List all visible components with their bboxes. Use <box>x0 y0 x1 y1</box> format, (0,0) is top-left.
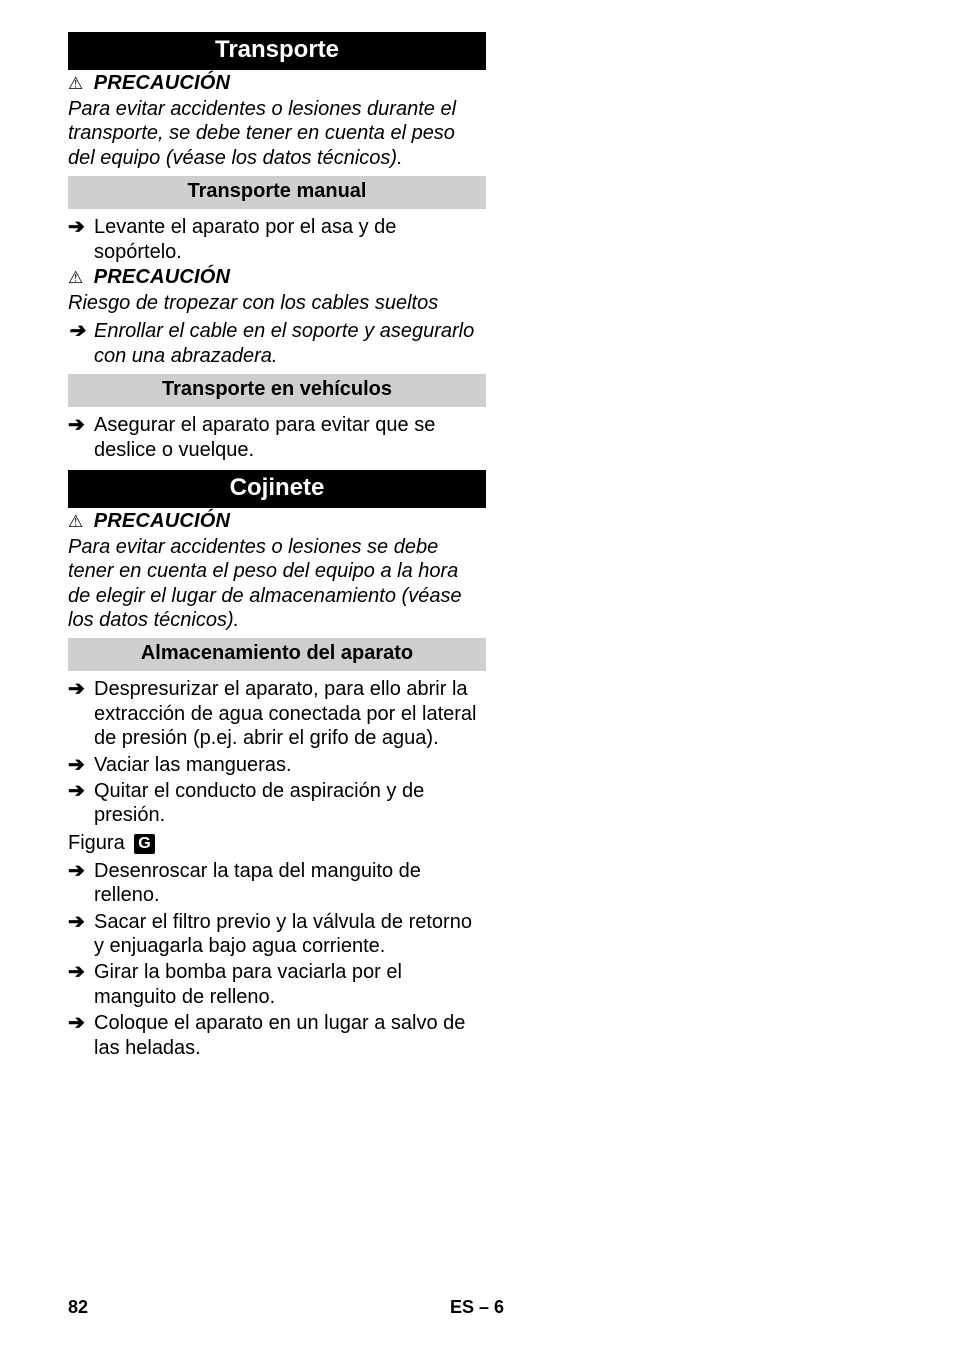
bullet-text: Sacar el filtro previo y la válvula de r… <box>94 910 486 959</box>
warning-label: PRECAUCIÓN <box>94 72 230 94</box>
bullets-transporte-manual: ➔ Levante el aparato por el asa y de sop… <box>68 215 486 264</box>
warning-icon: ⚠ <box>68 512 83 532</box>
arrow-icon: ➔ <box>68 910 94 959</box>
list-item: ➔ Vaciar las mangueras. <box>68 753 486 777</box>
page-footer: 82 ES – 6 <box>0 1297 954 1318</box>
list-item: ➔ Desenroscar la tapa del manguito de re… <box>68 859 486 908</box>
bullet-text: Vaciar las mangueras. <box>94 753 486 777</box>
warning-3: ⚠ PRECAUCIÓN <box>68 510 486 533</box>
arrow-icon: ➔ <box>68 779 94 828</box>
arrow-icon: ➔ <box>68 413 94 462</box>
bullets-riesgo: ➔ Enrollar el cable en el soporte y aseg… <box>68 319 486 368</box>
arrow-icon: ➔ <box>68 859 94 908</box>
heading-transporte-vehiculos: Transporte en vehículos <box>68 374 486 407</box>
bullet-text: Levante el aparato por el asa y de sopór… <box>94 215 486 264</box>
list-item: ➔ Coloque el aparato en un lugar a salvo… <box>68 1011 486 1060</box>
list-item: ➔ Sacar el filtro previo y la válvula de… <box>68 910 486 959</box>
list-item: ➔ Enrollar el cable en el soporte y aseg… <box>68 319 486 368</box>
bullets-transporte-vehiculos: ➔ Asegurar el aparato para evitar que se… <box>68 413 486 462</box>
list-item: ➔ Girar la bomba para vaciarla por el ma… <box>68 960 486 1009</box>
bullets-almacenamiento-2: ➔ Desenroscar la tapa del manguito de re… <box>68 859 486 1060</box>
figure-badge: G <box>134 834 154 854</box>
warning-label: PRECAUCIÓN <box>94 266 230 288</box>
para-transporte: Para evitar accidentes o lesiones durant… <box>68 97 486 170</box>
warning-icon: ⚠ <box>68 268 83 288</box>
list-item: ➔ Asegurar el aparato para evitar que se… <box>68 413 486 462</box>
heading-cojinete: Cojinete <box>68 470 486 508</box>
bullet-text: Enrollar el cable en el soporte y asegur… <box>94 319 486 368</box>
list-item: ➔ Quitar el conducto de aspiración y de … <box>68 779 486 828</box>
page-footer-center: ES – 6 <box>0 1297 954 1318</box>
bullet-text: Coloque el aparato en un lugar a salvo d… <box>94 1011 486 1060</box>
arrow-icon: ➔ <box>68 1011 94 1060</box>
warning-icon: ⚠ <box>68 74 83 94</box>
arrow-icon: ➔ <box>68 677 94 750</box>
list-item: ➔ Despresurizar el aparato, para ello ab… <box>68 677 486 750</box>
arrow-icon: ➔ <box>68 960 94 1009</box>
para-cojinete: Para evitar accidentes o lesiones se deb… <box>68 535 486 633</box>
warning-label: PRECAUCIÓN <box>94 510 230 532</box>
bullet-text: Despresurizar el aparato, para ello abri… <box>94 677 486 750</box>
bullet-text: Quitar el conducto de aspiración y de pr… <box>94 779 486 828</box>
page: Transporte ⚠ PRECAUCIÓN Para evitar acci… <box>0 0 954 1060</box>
warning-1: ⚠ PRECAUCIÓN <box>68 72 486 95</box>
heading-almacenamiento: Almacenamiento del aparato <box>68 638 486 671</box>
bullet-text: Girar la bomba para vaciarla por el mang… <box>94 960 486 1009</box>
heading-transporte-manual: Transporte manual <box>68 176 486 209</box>
figure-label: Figura <box>68 832 125 854</box>
heading-transporte: Transporte <box>68 32 486 70</box>
arrow-icon: ➔ <box>68 215 94 264</box>
para-riesgo: Riesgo de tropezar con los cables suelto… <box>68 291 486 315</box>
bullet-text: Desenroscar la tapa del manguito de rell… <box>94 859 486 908</box>
arrow-icon: ➔ <box>68 319 94 368</box>
bullets-almacenamiento-1: ➔ Despresurizar el aparato, para ello ab… <box>68 677 486 827</box>
arrow-icon: ➔ <box>68 753 94 777</box>
figure-ref: Figura G <box>68 832 486 855</box>
warning-2: ⚠ PRECAUCIÓN <box>68 266 486 289</box>
left-column: Transporte ⚠ PRECAUCIÓN Para evitar acci… <box>68 32 486 1060</box>
list-item: ➔ Levante el aparato por el asa y de sop… <box>68 215 486 264</box>
bullet-text: Asegurar el aparato para evitar que se d… <box>94 413 486 462</box>
